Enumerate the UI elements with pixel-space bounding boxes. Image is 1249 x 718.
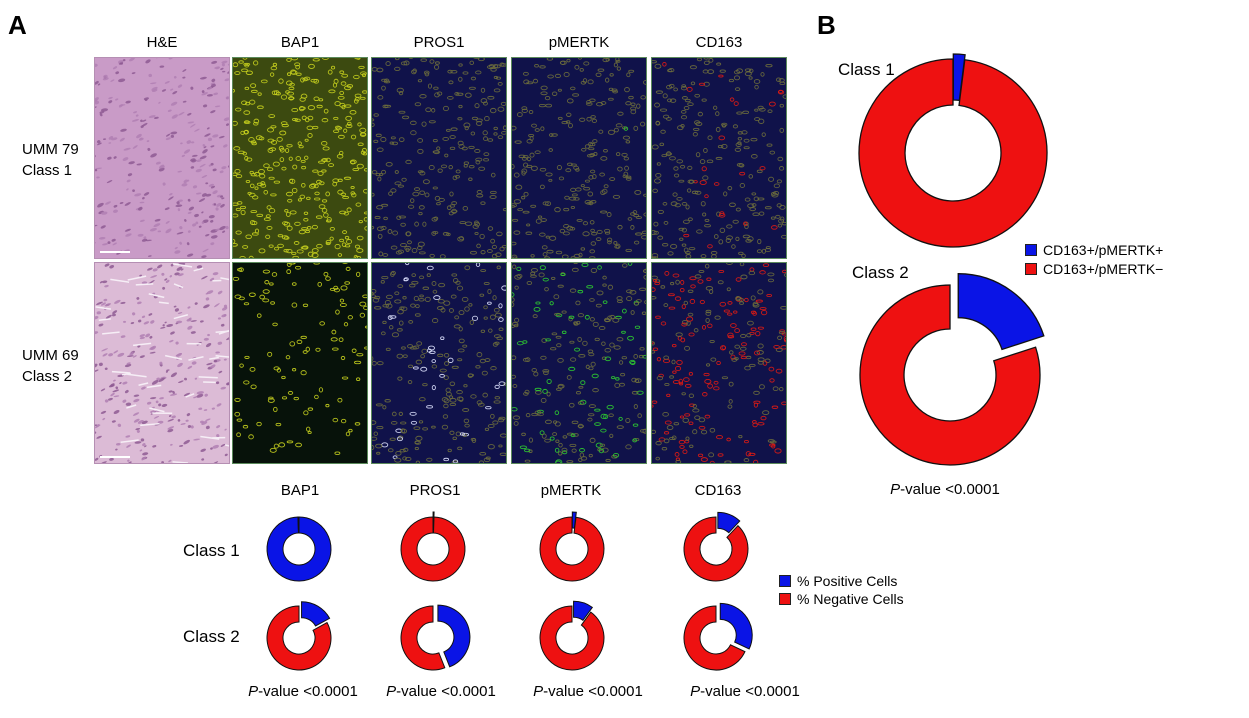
panel-b-pvalue: P-value <0.0001	[890, 481, 1000, 498]
pvalue-bap1: P-value <0.0001	[248, 683, 358, 700]
donut-slice-positive	[719, 602, 753, 650]
panel-b-class-2-label: Class 2	[852, 263, 909, 282]
donut-slice-negative	[858, 58, 1048, 248]
micrograph-bap1-row-1	[232, 57, 368, 259]
micrograph-cd163-row-2	[651, 262, 787, 464]
donut-bap1-class-1	[266, 516, 332, 582]
scale-bar	[100, 251, 130, 253]
col-header-cd163: CD163	[695, 34, 743, 51]
donut-slice-negative	[297, 516, 300, 534]
donut-slice-positive	[437, 604, 471, 668]
donut-slice-positive	[573, 600, 594, 621]
pvalue-pros1: P-value <0.0001	[386, 683, 496, 700]
donut-header-pros1: PROS1	[409, 482, 461, 499]
micrograph-pmertk-row-2	[511, 262, 647, 464]
donut-slice-positive	[717, 511, 741, 534]
panel-b-class-1-label: Class 1	[838, 60, 895, 79]
micrograph-pros1-row-1	[371, 57, 507, 259]
micrograph-he-row-1	[94, 57, 230, 259]
class-2-label: Class 2	[183, 627, 240, 646]
donut-pros1-class-1	[400, 511, 466, 582]
col-header-pros1: PROS1	[413, 34, 465, 51]
col-header-he: H&E	[146, 34, 178, 51]
donut-slice-negative	[266, 605, 332, 671]
micrograph-pmertk-row-1	[511, 57, 647, 259]
legend-negative: % Negative Cells	[779, 591, 904, 607]
panel-b-legend-negative-swatch	[1025, 263, 1037, 275]
donut-slice-positive	[301, 601, 331, 627]
donut-bap1-class-2	[266, 601, 332, 671]
panel-b-legend-positive: CD163+/pMERTK+	[1025, 242, 1163, 258]
micrograph-bap1-row-2	[232, 262, 368, 464]
donut-cd163-class-2	[683, 602, 753, 671]
donut-pmertk-class-2	[539, 600, 605, 671]
micrograph-pros1-row-2	[371, 262, 507, 464]
pvalue-cd163: P-value <0.0001	[690, 683, 800, 700]
donut-pmertk-class-1	[539, 511, 605, 582]
donut-slice-negative	[683, 516, 749, 582]
panel-a-letter: A	[8, 10, 27, 40]
col-header-bap1: BAP1	[280, 34, 320, 51]
legend-positive-swatch	[779, 575, 791, 587]
panel-b-letter: B	[817, 10, 836, 40]
panel-b-legend-positive-swatch	[1025, 244, 1037, 256]
col-header-pmertk: pMERTK	[548, 34, 610, 51]
donut-cd163-class-1	[683, 511, 749, 582]
donut-header-cd163: CD163	[694, 482, 742, 499]
donut-slice-negative	[859, 284, 1041, 466]
donut-pros1-class-2	[400, 604, 471, 671]
row-label-umm79: UMM 79 Class 1	[22, 141, 79, 179]
donut-slice-negative	[400, 605, 446, 671]
donut-slice-positive	[266, 516, 332, 582]
donut-header-bap1: BAP1	[280, 482, 320, 499]
donut-slice-positive	[957, 273, 1045, 351]
legend-positive: % Positive Cells	[779, 573, 897, 589]
row-label-umm69: UMM 69 Class 2	[22, 347, 79, 385]
donut-slice-negative	[683, 605, 746, 671]
donut-slice-negative	[539, 516, 605, 582]
donut-slice-negative	[400, 516, 466, 582]
donut-b-class-1	[858, 53, 1048, 248]
donut-slice-negative	[539, 605, 605, 671]
scale-bar	[100, 456, 130, 458]
pvalue-pmertk: P-value <0.0001	[533, 683, 643, 700]
class-1-label: Class 1	[183, 541, 240, 560]
legend-negative-swatch	[779, 593, 791, 605]
micrograph-he-row-2	[94, 262, 230, 464]
micrograph-cd163-row-1	[651, 57, 787, 259]
donut-header-pmertk: pMERTK	[540, 482, 602, 499]
panel-b-legend-negative: CD163+/pMERTK−	[1025, 261, 1163, 277]
donut-b-class-2	[859, 273, 1045, 466]
